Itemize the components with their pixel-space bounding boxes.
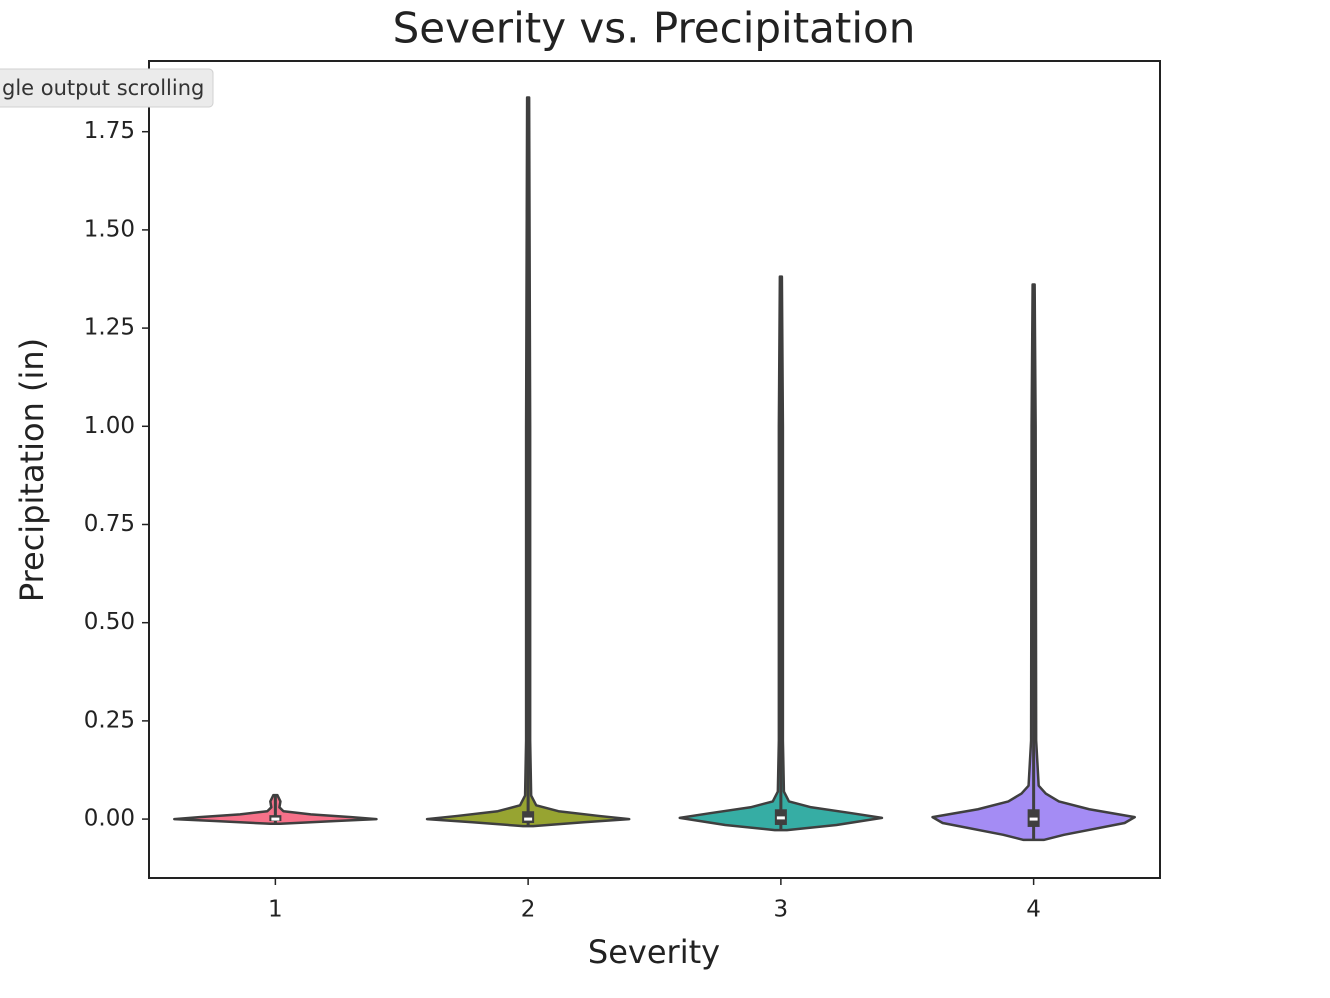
x-tick-label: 4: [1026, 897, 1041, 923]
median: [776, 816, 785, 820]
x-tick-label: 1: [268, 897, 283, 923]
median: [271, 817, 280, 821]
y-tick-label: 1.00: [84, 413, 135, 439]
y-tick-label: 0.25: [84, 707, 135, 733]
y-tick-label: 1.50: [84, 216, 135, 242]
y-axis-label: Precipitation (in): [13, 338, 51, 602]
y-tick-label: 1.75: [84, 118, 135, 144]
x-tick-label: 2: [521, 897, 536, 923]
tooltip: gle output scrolling: [0, 68, 214, 108]
median: [1029, 817, 1038, 821]
y-tick-label: 1.25: [84, 315, 135, 341]
y-tick-label: 0.75: [84, 511, 135, 537]
median: [524, 817, 533, 821]
box: [522, 811, 535, 824]
chart-title: Severity vs. Precipitation: [393, 4, 916, 53]
plot-frame: [148, 60, 1161, 879]
y-tick-label: 0.00: [84, 806, 135, 832]
x-axis-label: Severity: [588, 933, 720, 971]
tooltip-text: gle output scrolling: [2, 76, 204, 100]
tooltip-box: [0, 68, 214, 108]
x-tick-label: 3: [774, 897, 789, 923]
y-tick-label: 0.50: [84, 609, 135, 635]
